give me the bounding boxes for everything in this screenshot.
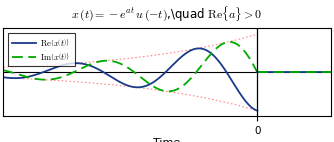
Legend: ${\rm Re}\left\{x\left(t\right)\right\}$, ${\rm Im}\left\{x\left(t\right)\right\: ${\rm Re}\left\{x\left(t\right)\right\}$… [8, 33, 75, 66]
Text: $x\,(t) = -e^{at}\,u\,(-t)$,\quad ${\rm Re}\{a\} > 0$: $x\,(t) = -e^{at}\,u\,(-t)$,\quad ${\rm … [71, 4, 263, 23]
X-axis label: Time: Time [153, 138, 181, 142]
